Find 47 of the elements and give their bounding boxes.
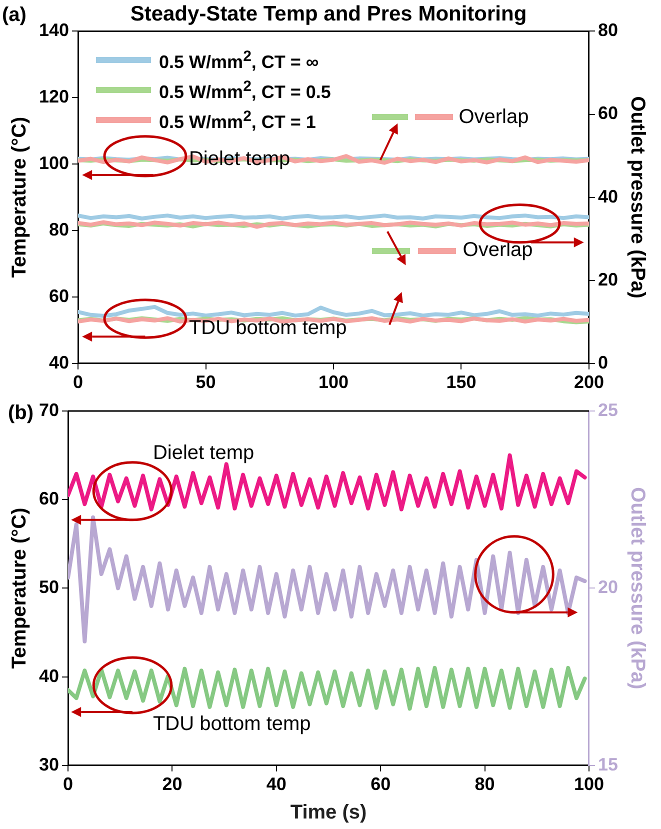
legend-label: 0.5 W/mm$^{2}$, CT = 1 xyxy=(159,108,316,133)
y2-tick-label: 20 xyxy=(598,577,618,598)
y-tick-label: 60 xyxy=(38,488,60,509)
y-tick-label: 40 xyxy=(49,352,70,372)
y2-tick-label: 80 xyxy=(598,20,618,40)
x-tick-label: 20 xyxy=(162,774,182,794)
y-tick-label: 70 xyxy=(38,400,60,420)
y-tick-label: 120 xyxy=(38,86,70,107)
x-tick-label: 0 xyxy=(73,372,84,392)
annotation: TDU bottom temp xyxy=(188,316,347,339)
y2-tick-label: 15 xyxy=(598,754,618,774)
x-tick-label: 60 xyxy=(370,774,391,794)
y2-tick-label: 25 xyxy=(598,400,618,420)
text: (a) xyxy=(2,4,26,26)
y2-tick-label: 20 xyxy=(598,269,618,290)
annotation: Overlap xyxy=(458,106,529,128)
y-axis-title: Temperature (°C) xyxy=(8,116,31,278)
legend-label: 0.5 W/mm$^{2}$, CT = 0.5 xyxy=(159,78,331,103)
text: (b) xyxy=(8,402,34,424)
annotation: Overlap xyxy=(462,239,533,262)
chart-title: Steady-State Temp and Pres Monitoring xyxy=(130,2,527,26)
y-tick-label: 60 xyxy=(49,286,70,306)
x-tick-label: 200 xyxy=(574,372,604,392)
annotation: Dielet temp xyxy=(188,148,290,170)
y2-axis-title: Outlet pressure (kPa) xyxy=(626,96,648,298)
x-tick-label: 50 xyxy=(196,372,216,392)
y-tick-label: 30 xyxy=(38,754,60,774)
annotation: TDU bottom temp xyxy=(152,713,311,735)
x-tick-label: 40 xyxy=(266,774,286,794)
x-axis-title: Time (s) xyxy=(290,802,367,824)
y-tick-label: 140 xyxy=(38,20,70,40)
annotation: Dielet temp xyxy=(152,442,254,464)
y-axis-title: Temperature (°C) xyxy=(8,508,31,669)
y-tick-label: 50 xyxy=(38,577,60,598)
y2-tick-label: 40 xyxy=(598,186,618,206)
y-tick-label: 40 xyxy=(38,666,60,686)
x-tick-label: 150 xyxy=(446,372,476,392)
y-tick-label: 80 xyxy=(49,219,70,240)
x-tick-label: 100 xyxy=(574,774,604,794)
y2-tick-label: 0 xyxy=(598,352,608,372)
y-tick-label: 100 xyxy=(38,153,70,174)
y2-axis-title: Outlet pressure (kPa) xyxy=(626,487,648,690)
x-tick-label: 0 xyxy=(63,774,74,794)
legend-label: 0.5 W/mm$^{2}$, CT = ∞ xyxy=(159,48,319,73)
x-tick-label: 80 xyxy=(474,774,495,794)
y2-tick-label: 60 xyxy=(598,103,618,124)
x-tick-label: 100 xyxy=(318,372,349,392)
